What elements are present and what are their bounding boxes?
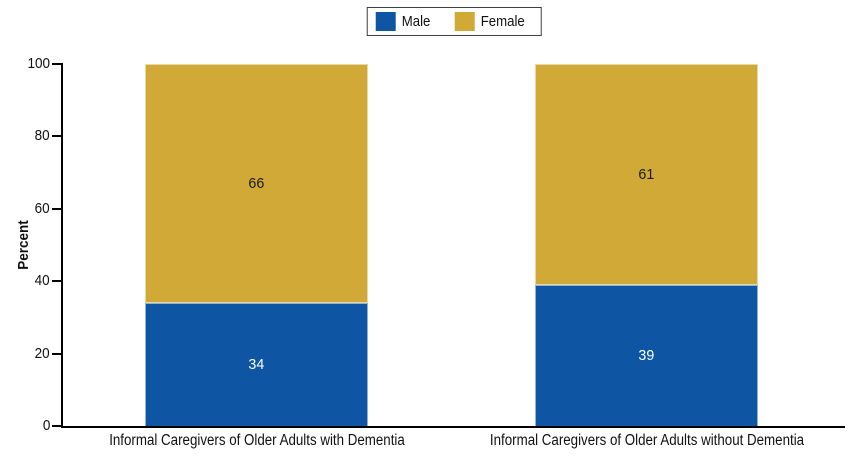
female-color-swatch bbox=[454, 12, 475, 31]
x-axis-line bbox=[61, 426, 845, 428]
legend-label-female: Female bbox=[480, 13, 525, 30]
plot-area: 0 20 40 60 80 100 66 34 Informal Caregivers of O… bbox=[27, 56, 845, 449]
y-axis-tick bbox=[52, 135, 61, 138]
female-segment: 61 bbox=[535, 64, 758, 285]
y-axis-line bbox=[61, 63, 63, 428]
y-axis-tick-label: 60 bbox=[34, 199, 50, 217]
female-segment: 66 bbox=[145, 64, 368, 303]
male-value-label: 34 bbox=[248, 356, 265, 374]
y-axis-tick-label: 100 bbox=[27, 55, 50, 72]
y-axis-tick bbox=[52, 425, 61, 427]
male-color-swatch bbox=[375, 12, 396, 31]
legend-label-male: Male bbox=[401, 13, 431, 30]
male-segment: 34 bbox=[145, 302, 368, 426]
y-axis-tick-label: 0 bbox=[42, 417, 50, 434]
y-axis-tick bbox=[52, 63, 61, 65]
x-category-label: Informal Caregivers of Older Adults with… bbox=[108, 432, 405, 449]
x-category-label: Informal Caregivers of Older Adults with… bbox=[489, 432, 804, 449]
y-axis-tick bbox=[52, 280, 61, 283]
y-axis-title: Percent bbox=[15, 220, 32, 270]
y-axis-tick-label: 20 bbox=[34, 344, 50, 362]
legend-item-female: Female bbox=[454, 12, 530, 31]
y-axis-tick-label: 80 bbox=[34, 127, 50, 145]
male-value-label: 39 bbox=[638, 347, 655, 365]
male-segment: 39 bbox=[535, 284, 758, 426]
female-value-label: 66 bbox=[248, 174, 265, 192]
stacked-bar-with-dementia: 66 34 bbox=[145, 64, 368, 426]
female-value-label: 61 bbox=[638, 165, 655, 183]
legend: Male Female bbox=[366, 7, 542, 36]
y-axis-tick-label: 40 bbox=[34, 272, 50, 290]
legend-item-male: Male bbox=[375, 12, 435, 31]
y-axis-tick bbox=[52, 352, 61, 355]
y-axis-tick bbox=[52, 207, 61, 210]
stacked-bar-without-dementia: 61 39 bbox=[535, 64, 758, 426]
